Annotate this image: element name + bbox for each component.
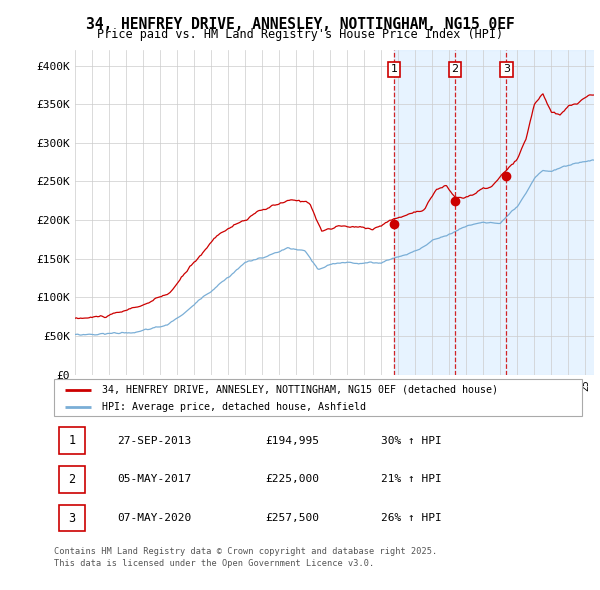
Text: 2: 2 (68, 473, 76, 486)
Text: £225,000: £225,000 (265, 474, 319, 484)
FancyBboxPatch shape (59, 466, 85, 493)
Text: 3: 3 (503, 64, 510, 74)
Text: £257,500: £257,500 (265, 513, 319, 523)
Text: 3: 3 (68, 512, 76, 525)
Text: 1: 1 (391, 64, 397, 74)
Text: 34, HENFREY DRIVE, ANNESLEY, NOTTINGHAM, NG15 0EF (detached house): 34, HENFREY DRIVE, ANNESLEY, NOTTINGHAM,… (101, 385, 497, 395)
FancyBboxPatch shape (59, 505, 85, 532)
Text: 34, HENFREY DRIVE, ANNESLEY, NOTTINGHAM, NG15 0EF: 34, HENFREY DRIVE, ANNESLEY, NOTTINGHAM,… (86, 17, 514, 31)
Text: £194,995: £194,995 (265, 435, 319, 445)
FancyBboxPatch shape (54, 379, 582, 416)
Text: This data is licensed under the Open Government Licence v3.0.: This data is licensed under the Open Gov… (54, 559, 374, 568)
Text: Contains HM Land Registry data © Crown copyright and database right 2025.: Contains HM Land Registry data © Crown c… (54, 547, 437, 556)
Text: 30% ↑ HPI: 30% ↑ HPI (382, 435, 442, 445)
Bar (394, 50, 600, 375)
Text: 1: 1 (68, 434, 76, 447)
Text: Price paid vs. HM Land Registry's House Price Index (HPI): Price paid vs. HM Land Registry's House … (97, 28, 503, 41)
Text: 2: 2 (452, 64, 459, 74)
Text: 27-SEP-2013: 27-SEP-2013 (118, 435, 191, 445)
Text: 07-MAY-2020: 07-MAY-2020 (118, 513, 191, 523)
Text: 21% ↑ HPI: 21% ↑ HPI (382, 474, 442, 484)
Text: HPI: Average price, detached house, Ashfield: HPI: Average price, detached house, Ashf… (101, 402, 365, 412)
Text: 05-MAY-2017: 05-MAY-2017 (118, 474, 191, 484)
FancyBboxPatch shape (59, 427, 85, 454)
Text: 26% ↑ HPI: 26% ↑ HPI (382, 513, 442, 523)
